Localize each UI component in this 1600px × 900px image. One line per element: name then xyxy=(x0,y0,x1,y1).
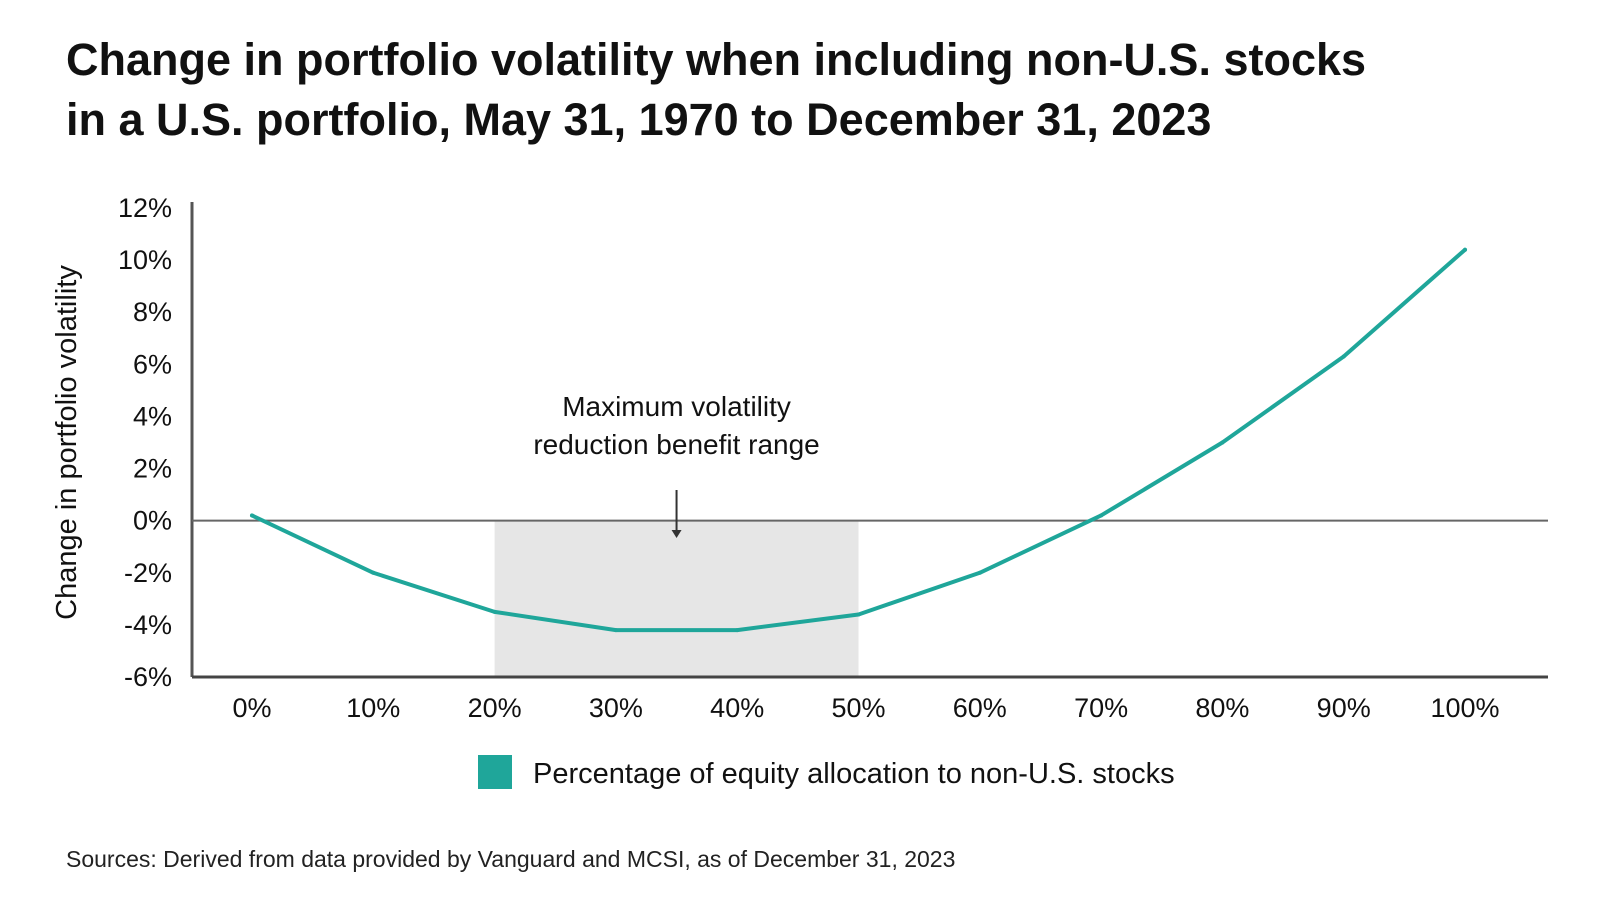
data-point xyxy=(856,612,861,617)
x-tick-label: 100% xyxy=(1430,693,1499,723)
data-point xyxy=(1463,247,1467,252)
y-tick-label: 12% xyxy=(118,193,172,223)
x-tick-label: 80% xyxy=(1195,693,1249,723)
highlight-range-band xyxy=(494,520,859,677)
data-point xyxy=(735,628,740,633)
source-note: Sources: Derived from data provided by V… xyxy=(66,846,956,872)
x-tick-label: 40% xyxy=(710,693,764,723)
data-point xyxy=(1099,513,1104,518)
annotation-line-1: Maximum volatility xyxy=(562,391,791,422)
y-tick-label: -2% xyxy=(124,558,172,588)
x-tick-label: 70% xyxy=(1074,693,1128,723)
data-point xyxy=(250,513,254,518)
data-point xyxy=(613,628,618,633)
x-tick-label: 10% xyxy=(346,693,400,723)
x-tick-label: 30% xyxy=(589,693,643,723)
chart-title-line-1: Change in portfolio volatility when incl… xyxy=(66,34,1367,85)
highlight-layer xyxy=(494,520,859,677)
y-tick-label: 8% xyxy=(133,297,172,327)
data-point xyxy=(371,570,376,575)
y-axis-title: Change in portfolio volatility xyxy=(51,265,83,620)
y-tick-label: 6% xyxy=(133,349,172,379)
x-tick-label: 60% xyxy=(953,693,1007,723)
data-point xyxy=(1220,440,1225,445)
chart-title: Change in portfolio volatility when incl… xyxy=(66,30,1546,150)
y-tick-label: 4% xyxy=(133,401,172,431)
y-tick-label: -6% xyxy=(124,662,172,692)
annotation-arrowhead xyxy=(671,530,682,538)
y-tick-label: 10% xyxy=(118,245,172,275)
annotation-line-2: reduction benefit range xyxy=(533,429,819,460)
label-layer: 12% 10% 8% 6% 4% 2% 0% -2% -4% -6% 0% 10% 20% 30% 40% 5… xyxy=(51,193,1500,723)
x-tick-label: 0% xyxy=(232,693,271,723)
data-point xyxy=(492,609,497,614)
legend-layer: Percentage of equity allocation to non-U… xyxy=(478,755,1175,790)
chart-title-line-2: in a U.S. portfolio, May 31, 1970 to Dec… xyxy=(66,94,1212,145)
legend-swatch xyxy=(478,755,512,789)
axis-layer xyxy=(190,202,1548,679)
x-tick-label: 20% xyxy=(468,693,522,723)
x-tick-label: 50% xyxy=(831,693,885,723)
series-layer xyxy=(250,247,1467,633)
data-point xyxy=(977,570,982,575)
data-point xyxy=(1341,354,1346,359)
x-tick-label: 90% xyxy=(1317,693,1371,723)
y-tick-label: 2% xyxy=(133,454,172,484)
y-tick-label: -4% xyxy=(124,610,172,640)
legend-label: Percentage of equity allocation to non-U… xyxy=(533,758,1175,790)
y-tick-label: 0% xyxy=(133,506,172,536)
